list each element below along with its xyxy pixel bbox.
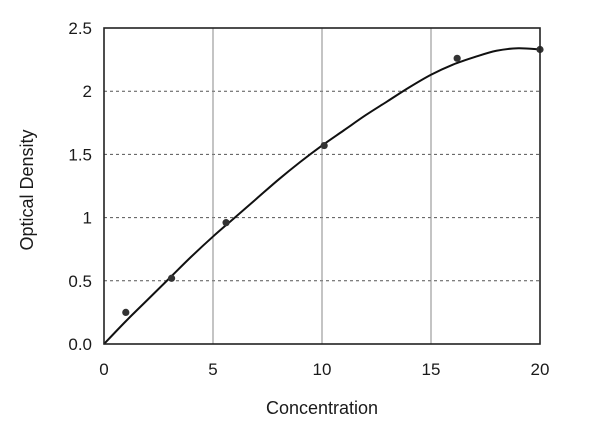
y-tick-label: 0.0 [68,335,92,354]
plot-frame [103,27,541,345]
x-tick-label: 20 [531,360,550,379]
y-tick-label: 2 [83,82,92,101]
data-point-4 [453,54,461,62]
y-tick-label: 0.5 [68,272,92,291]
points-layer [122,45,544,316]
data-point-2 [222,219,230,227]
y-tick-label: 1 [83,209,92,228]
y-tick-label: 1.5 [68,145,92,164]
x-tick-label: 0 [99,360,108,379]
x-tick-labels: 0 5 10 15 20 [99,360,549,379]
x-tick-label: 5 [208,360,217,379]
y-tick-labels: 0.0 0.5 1 1.5 2 2.5 [68,19,92,354]
y-tick-label: 2.5 [68,19,92,38]
data-point-0 [122,308,130,316]
x-tick-label: 15 [422,360,441,379]
x-axis-label: Concentration [266,398,378,418]
data-point-1 [167,274,176,282]
grid-layer [104,28,540,344]
x-tick-label: 10 [313,360,332,379]
y-axis-label: Optical Density [17,129,37,250]
data-point-3 [320,141,328,150]
